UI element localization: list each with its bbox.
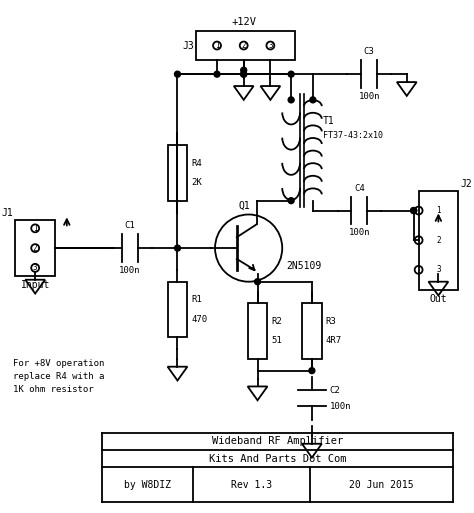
Text: 100n: 100n <box>348 228 370 238</box>
Circle shape <box>241 71 246 77</box>
Text: 4R7: 4R7 <box>326 337 342 345</box>
Text: 100n: 100n <box>119 266 141 275</box>
Text: 51: 51 <box>272 337 282 345</box>
Circle shape <box>174 71 181 77</box>
Text: C2: C2 <box>330 386 340 395</box>
Text: Q1: Q1 <box>239 201 251 210</box>
Bar <box>302 304 322 359</box>
Circle shape <box>241 67 246 73</box>
Circle shape <box>241 71 246 77</box>
Text: C4: C4 <box>354 184 365 193</box>
Bar <box>419 191 458 290</box>
Text: 100n: 100n <box>330 402 351 411</box>
Text: C3: C3 <box>364 47 374 56</box>
Circle shape <box>410 208 417 213</box>
Text: 3: 3 <box>33 263 37 272</box>
Circle shape <box>288 71 294 77</box>
Circle shape <box>174 245 181 251</box>
Text: Wideband RF Amplifier: Wideband RF Amplifier <box>212 436 344 446</box>
Text: 2: 2 <box>33 244 37 252</box>
Text: Kits And Parts Dot Com: Kits And Parts Dot Com <box>209 453 346 464</box>
Text: For +8V operation
replace R4 with a
1K ohm resistor: For +8V operation replace R4 with a 1K o… <box>13 359 105 394</box>
Text: 2K: 2K <box>191 179 202 187</box>
Text: R1: R1 <box>191 295 202 304</box>
Text: 1: 1 <box>33 224 37 233</box>
Text: R4: R4 <box>191 159 202 168</box>
Text: Rev 1.3: Rev 1.3 <box>231 480 272 490</box>
Text: 2N5109: 2N5109 <box>286 261 321 271</box>
Circle shape <box>288 198 294 204</box>
Text: R2: R2 <box>272 317 282 326</box>
Bar <box>196 31 295 61</box>
Circle shape <box>214 71 220 77</box>
Text: by W8DIZ: by W8DIZ <box>124 480 171 490</box>
Text: FT37-43:2x10: FT37-43:2x10 <box>323 131 383 141</box>
Circle shape <box>410 208 417 213</box>
Bar <box>168 282 187 337</box>
Text: T1: T1 <box>323 115 335 126</box>
Text: C1: C1 <box>125 221 136 230</box>
Text: 20 Jun 2015: 20 Jun 2015 <box>349 480 414 490</box>
Text: +12V: +12V <box>231 17 256 27</box>
Bar <box>16 221 55 276</box>
Bar <box>247 304 267 359</box>
Text: J1: J1 <box>2 208 13 219</box>
Text: 3: 3 <box>268 41 273 50</box>
Text: 3: 3 <box>436 265 441 274</box>
Circle shape <box>309 368 315 373</box>
Text: 1: 1 <box>215 41 219 50</box>
Text: 2: 2 <box>241 41 246 50</box>
Text: 1: 1 <box>436 206 441 215</box>
Text: J2: J2 <box>460 179 472 189</box>
Bar <box>168 145 187 201</box>
Text: 2: 2 <box>436 235 441 245</box>
Text: Input: Input <box>20 280 50 290</box>
Text: J3: J3 <box>182 41 194 50</box>
Circle shape <box>310 97 316 103</box>
Text: 470: 470 <box>191 315 208 324</box>
Circle shape <box>255 279 261 285</box>
Text: 100n: 100n <box>358 92 380 101</box>
Text: Out: Out <box>429 293 447 304</box>
Circle shape <box>288 97 294 103</box>
Text: R3: R3 <box>326 317 337 326</box>
